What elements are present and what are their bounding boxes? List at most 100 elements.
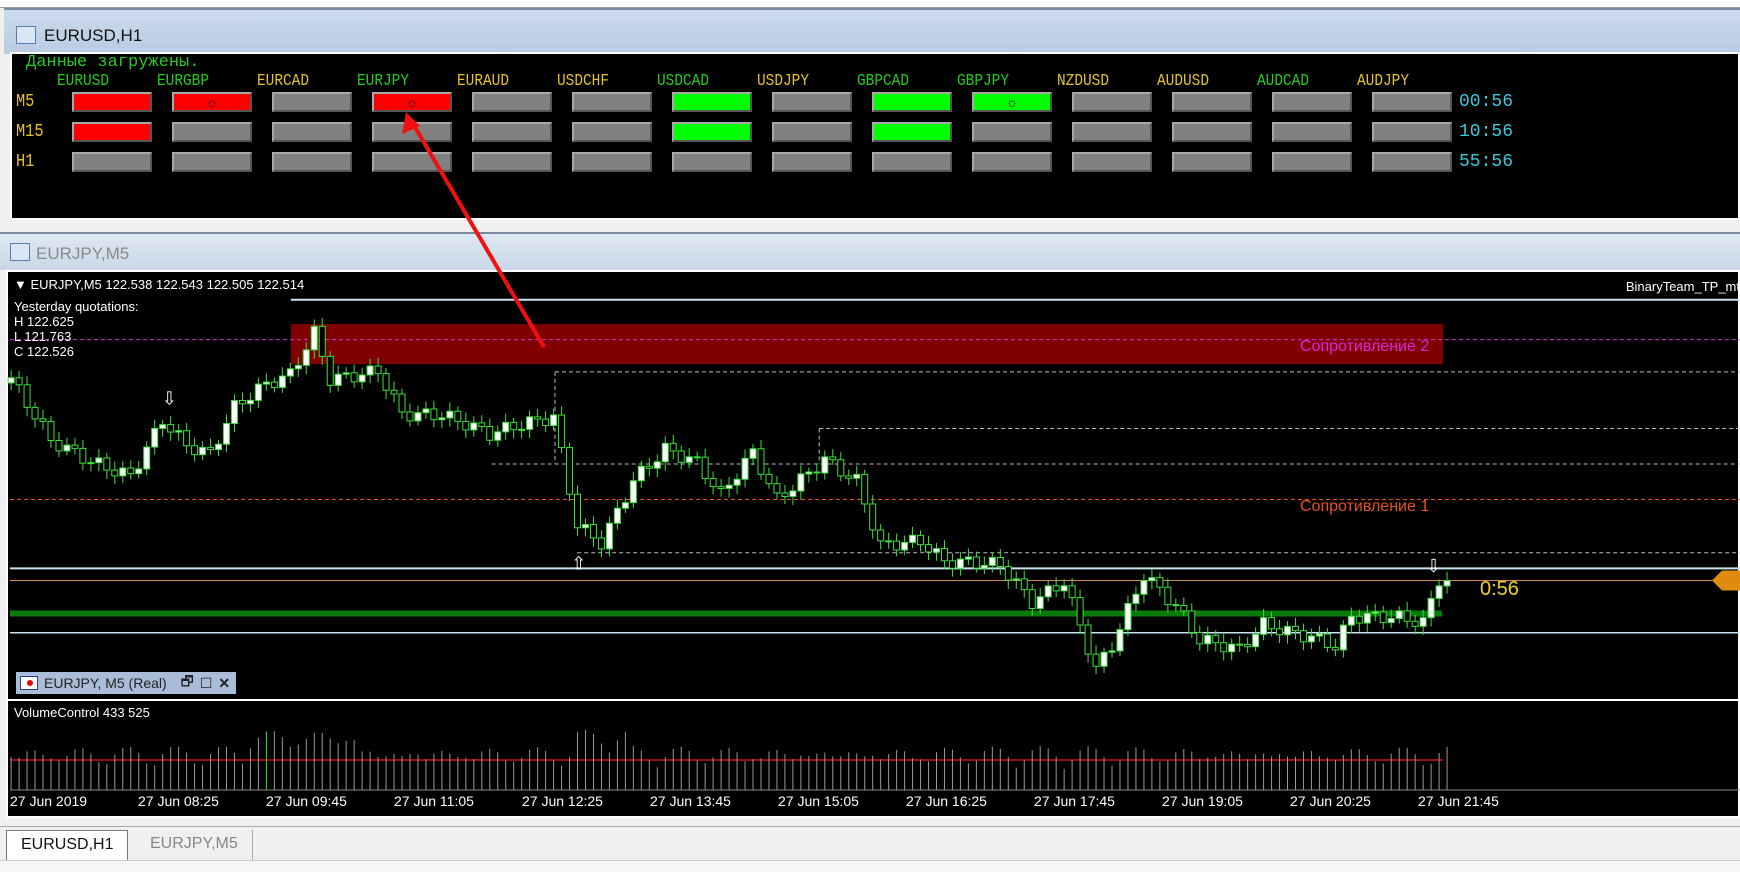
signal-cell-gbpcad-h1[interactable] [872, 152, 952, 172]
ohlc-text: EURJPY,M5 122.538 122.543 122.505 122.51… [30, 277, 305, 292]
status-bar [0, 860, 1740, 872]
signal-cell-euraud-m15[interactable] [472, 122, 552, 142]
japan-flag-icon [20, 676, 38, 690]
signal-cell-eurgbp-h1[interactable] [172, 152, 252, 172]
restore-icon[interactable]: 🗗 [180, 673, 194, 689]
signal-cell-eurusd-m5[interactable] [72, 92, 152, 112]
signal-cell-usdcad-m15[interactable] [672, 122, 752, 142]
symbol-header: EURUSD [57, 72, 110, 91]
window-titlebar-eurjpy[interactable]: EURJPY,M5 [0, 232, 1740, 270]
bear-candle [693, 456, 701, 459]
bear-candle [837, 459, 845, 477]
down-arrow-icon: ⇩ [162, 388, 177, 408]
bull-candle [805, 471, 813, 475]
signal-cell-usdcad-h1[interactable] [672, 152, 752, 172]
signal-cell-usdchf-m15[interactable] [572, 122, 652, 142]
bull-candle [262, 381, 270, 385]
signal-cell-gbpjpy-h1[interactable] [972, 152, 1052, 172]
bear-candle [597, 537, 605, 550]
bear-candle [1236, 643, 1244, 646]
signal-cell-audjpy-m5[interactable] [1372, 92, 1452, 112]
bull-candle [725, 484, 733, 489]
signal-cell-audcad-m5[interactable] [1272, 92, 1352, 112]
resistance-2-label: Сопротивление 2 [1300, 338, 1430, 355]
signal-cell-eurcad-m15[interactable] [272, 122, 352, 142]
bull-candle [1044, 585, 1052, 598]
bull-candle [1315, 633, 1323, 637]
signal-cell-nzdusd-m5[interactable] [1072, 92, 1152, 112]
signal-cell-gbpjpy-m15[interactable] [972, 122, 1052, 142]
signal-cell-audcad-m15[interactable] [1272, 122, 1352, 142]
signal-cell-usdchf-h1[interactable] [572, 152, 652, 172]
bear-candle [1379, 611, 1387, 624]
signal-cell-nzdusd-h1[interactable] [1072, 152, 1152, 172]
bear-candle [948, 560, 956, 569]
bull-candle [502, 421, 510, 433]
bear-candle [47, 420, 55, 441]
resistance-2-zone [290, 324, 1443, 365]
signal-cell-nzdusd-m15[interactable] [1072, 122, 1152, 142]
bull-candle [956, 558, 964, 569]
time-axis-label: 27 Jun 12:25 [522, 793, 603, 809]
bear-candle [1291, 625, 1299, 632]
signal-cell-eurcad-m5[interactable] [272, 92, 352, 112]
mini-window-bar[interactable]: EURJPY, M5 (Real) 🗗 ☐ ✕ [16, 672, 236, 694]
bull-candle [1252, 633, 1260, 648]
yesterday-quotes: Yesterday quotations: H 122.625 L 121.76… [14, 299, 139, 359]
tab-eurusd-h1[interactable]: EURUSD,H1 [6, 830, 129, 860]
signal-cell-usdjpy-h1[interactable] [772, 152, 852, 172]
signal-cell-usdcad-m5[interactable] [672, 92, 752, 112]
signal-cell-audjpy-h1[interactable] [1372, 152, 1452, 172]
bull-candle [621, 502, 629, 509]
signal-cell-audusd-m15[interactable] [1172, 122, 1252, 142]
bear-candle [478, 422, 486, 427]
signal-cell-eurusd-m15[interactable] [72, 122, 152, 142]
bear-candle [925, 544, 933, 553]
signal-cell-eurcad-h1[interactable] [272, 152, 352, 172]
signal-cell-gbpjpy-m5[interactable]: ☼ [972, 92, 1052, 112]
bear-candle [1164, 586, 1172, 606]
bear-candle [462, 420, 470, 431]
bear-candle [191, 445, 199, 456]
maximize-icon[interactable]: ☐ [199, 674, 213, 691]
bull-candle [294, 364, 302, 370]
bear-candle [1004, 566, 1012, 581]
signal-cell-eurgbp-m5[interactable]: ☼ [172, 92, 252, 112]
bear-candle [454, 410, 462, 422]
bull-candle [151, 427, 159, 448]
signal-cell-euraud-m5[interactable] [472, 92, 552, 112]
signal-cell-usdchf-m5[interactable] [572, 92, 652, 112]
bull-candle [358, 374, 366, 383]
bear-candle [398, 393, 406, 413]
time-axis-label: 27 Jun 21:45 [1418, 793, 1499, 809]
signal-cell-euraud-h1[interactable] [472, 152, 552, 172]
signal-cell-gbpcad-m15[interactable] [872, 122, 952, 142]
window-titlebar-eurusd[interactable]: EURUSD,H1 [4, 8, 1740, 54]
signal-cell-eurjpy-m5[interactable]: ☼ [372, 92, 452, 112]
bull-candle [653, 461, 661, 469]
signal-cell-audjpy-m15[interactable] [1372, 122, 1452, 142]
bull-candle [932, 548, 940, 553]
signal-cell-gbpcad-m5[interactable] [872, 92, 952, 112]
signal-cell-eurgbp-m15[interactable] [172, 122, 252, 142]
signal-cell-audusd-m5[interactable] [1172, 92, 1252, 112]
signal-cell-usdjpy-m15[interactable] [772, 122, 852, 142]
yesterday-low: L 121.763 [14, 329, 72, 344]
signal-cell-eurusd-h1[interactable] [72, 152, 152, 172]
time-axis-label: 27 Jun 16:25 [906, 793, 987, 809]
bull-candle [1419, 617, 1427, 627]
signal-cell-audcad-h1[interactable] [1272, 152, 1352, 172]
signal-cell-audusd-h1[interactable] [1172, 152, 1252, 172]
bull-candle [821, 456, 829, 474]
bull-candle [741, 457, 749, 480]
collapse-triangle-icon[interactable]: ▼ [14, 277, 31, 292]
close-icon[interactable]: ✕ [218, 674, 231, 691]
bear-candle [1331, 646, 1339, 651]
bull-candle [438, 417, 446, 421]
volume-label: VolumeControl 433 525 [14, 705, 150, 720]
timeframe-timer: 55:56 [1459, 152, 1514, 172]
bull-candle [1339, 624, 1347, 651]
tab-eurjpy-m5[interactable]: EURJPY,M5 [136, 830, 253, 860]
signal-cell-usdjpy-m5[interactable] [772, 92, 852, 112]
bull-candle [215, 443, 223, 451]
